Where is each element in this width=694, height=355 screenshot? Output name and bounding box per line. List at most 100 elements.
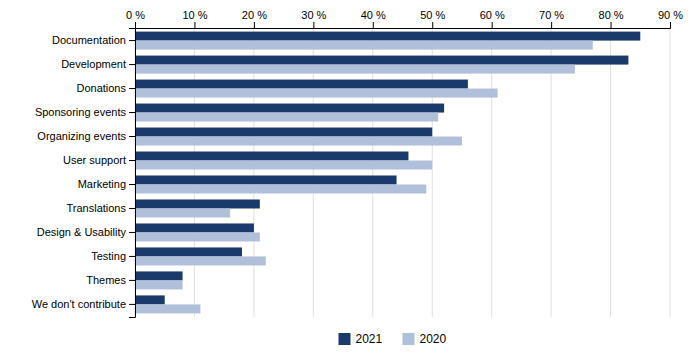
tick-label: User support: [63, 154, 126, 166]
tick: Documentation: [52, 34, 135, 46]
bar: [135, 295, 165, 304]
bar: [135, 113, 438, 122]
tick-mark: [129, 232, 135, 233]
bar: [135, 199, 260, 208]
bar: [135, 41, 593, 50]
tick-label: 80 %: [599, 9, 624, 21]
grid: [135, 28, 670, 317]
tick: Marketing: [78, 178, 135, 190]
tick-mark: [129, 136, 135, 137]
tick-label: 50 %: [420, 9, 445, 21]
bar: [135, 304, 200, 313]
tick-mark: [135, 22, 136, 28]
legend-item: 2021: [339, 332, 383, 346]
bar: [135, 104, 444, 113]
tick-mark: [129, 208, 135, 209]
tick-label: Testing: [91, 250, 126, 262]
tick-mark: [254, 22, 255, 28]
bar: [135, 128, 432, 137]
tick-label: 10 %: [182, 9, 207, 21]
bar: [135, 223, 254, 232]
bar: [135, 208, 230, 217]
tick-mark: [129, 256, 135, 257]
tick-label: 90 %: [658, 9, 683, 21]
legend-swatch: [339, 333, 351, 345]
tick-mark: [551, 22, 552, 28]
series: [135, 32, 640, 305]
tick-label: 0 %: [126, 9, 145, 21]
tick-mark: [129, 40, 135, 41]
bar: [135, 256, 266, 265]
tick-label: Design & Usability: [37, 226, 127, 238]
grid-line: [670, 28, 671, 317]
tick-mark: [129, 64, 135, 65]
tick-mark: [129, 184, 135, 185]
legend: 2021 2020: [339, 332, 447, 346]
tick-label: 60 %: [480, 9, 505, 21]
tick-label: 30 %: [301, 9, 326, 21]
tick-mark: [194, 22, 195, 28]
tick-label: Sponsoring events: [35, 106, 127, 118]
tick: User support: [63, 154, 135, 166]
tick: Sponsoring events: [35, 106, 135, 118]
bar: [135, 280, 183, 289]
grid-line: [610, 28, 611, 317]
tick-label: Development: [61, 58, 126, 70]
legend-swatch: [403, 333, 415, 345]
tick-mark: [670, 22, 671, 28]
tick-label: 70 %: [539, 9, 564, 21]
plot: 0 % 10 % 20 % 30 % 40 % 50 % 60 % 70 % 80 % 90 % D…: [32, 9, 683, 318]
tick-mark: [129, 88, 135, 89]
bar: [135, 247, 242, 256]
bar: [135, 161, 432, 170]
bar: [135, 175, 397, 184]
tick-label: Marketing: [78, 178, 126, 190]
series: [135, 41, 593, 314]
tick: 10 %: [182, 9, 207, 28]
tick-mark: [492, 22, 493, 28]
tick: 50 %: [420, 9, 445, 28]
axis-line: [136, 22, 671, 29]
bar: [135, 152, 408, 161]
bars: [135, 32, 640, 314]
bar: [135, 137, 462, 146]
tick-label: 40 %: [361, 9, 386, 21]
bar: [135, 56, 628, 65]
tick-mark: [129, 160, 135, 161]
tick-mark: [373, 22, 374, 28]
tick-mark: [432, 22, 433, 28]
tick-label: 20 %: [242, 9, 267, 21]
tick: We don't contribute: [32, 298, 135, 310]
tick: 40 %: [361, 9, 386, 28]
tick-mark: [129, 304, 135, 305]
bar: [135, 32, 640, 41]
tick: 60 %: [480, 9, 505, 28]
tick-mark: [611, 22, 612, 28]
tick: Testing: [91, 250, 135, 262]
tick: 20 %: [242, 9, 267, 28]
tick: Organizing events: [37, 130, 135, 142]
axis-line: [129, 29, 136, 318]
legend-item: 2020: [403, 332, 447, 346]
tick-mark: [313, 22, 314, 28]
tick-label: Themes: [86, 274, 126, 286]
tick: Translations: [66, 202, 135, 214]
tick-label: Organizing events: [37, 130, 126, 142]
tick: Themes: [86, 274, 135, 286]
bar: [135, 89, 498, 98]
bar: [135, 271, 183, 280]
bar: [135, 65, 575, 74]
tick: 70 %: [539, 9, 564, 28]
tick: Development: [61, 58, 135, 70]
bar: [135, 80, 468, 89]
tick: Donations: [76, 82, 135, 94]
tick: 0 %: [126, 9, 145, 28]
bar: [135, 184, 426, 193]
tick-mark: [129, 280, 135, 281]
tick-label: Translations: [66, 202, 126, 214]
tick-mark: [129, 112, 135, 113]
chart: 0 % 10 % 20 % 30 % 40 % 50 % 60 % 70 % 80 % 90 % D…: [0, 0, 694, 355]
tick-label: We don't contribute: [32, 298, 126, 310]
tick: 80 %: [599, 9, 624, 28]
tick: 30 %: [301, 9, 326, 28]
